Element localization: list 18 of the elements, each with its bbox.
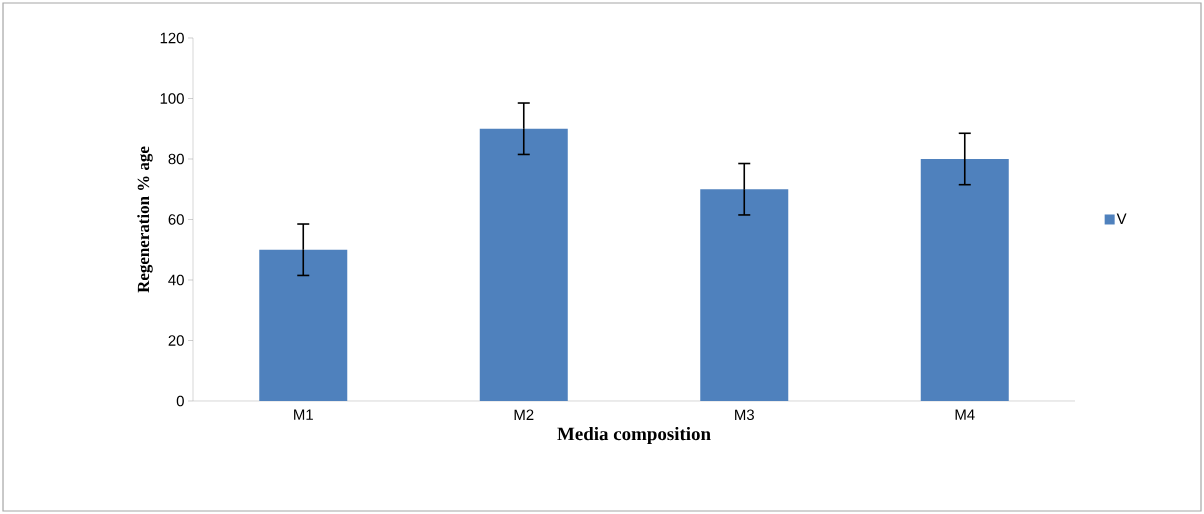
- bar: [259, 249, 348, 401]
- y-tick-label: 60: [168, 214, 184, 225]
- y-axis-title: Regeneration % age: [137, 146, 153, 293]
- x-tick-label: M2: [514, 409, 534, 420]
- x-tick-label: M1: [294, 409, 313, 420]
- y-tick-label: 120: [160, 32, 184, 44]
- x-axis-title: Media composition: [557, 426, 711, 445]
- y-tick-label: 0: [176, 395, 184, 407]
- bar: [920, 158, 1009, 401]
- legend-label: V: [1116, 213, 1127, 224]
- y-tick-label: 100: [160, 93, 184, 104]
- y-tick-label: 80: [168, 153, 184, 165]
- y-tick-label: 20: [168, 335, 184, 346]
- x-tick-label: M3: [735, 409, 754, 421]
- bar: [479, 128, 568, 401]
- x-tick-label: M4: [955, 409, 975, 420]
- y-tick-label: 40: [168, 274, 184, 286]
- bar: [700, 189, 789, 401]
